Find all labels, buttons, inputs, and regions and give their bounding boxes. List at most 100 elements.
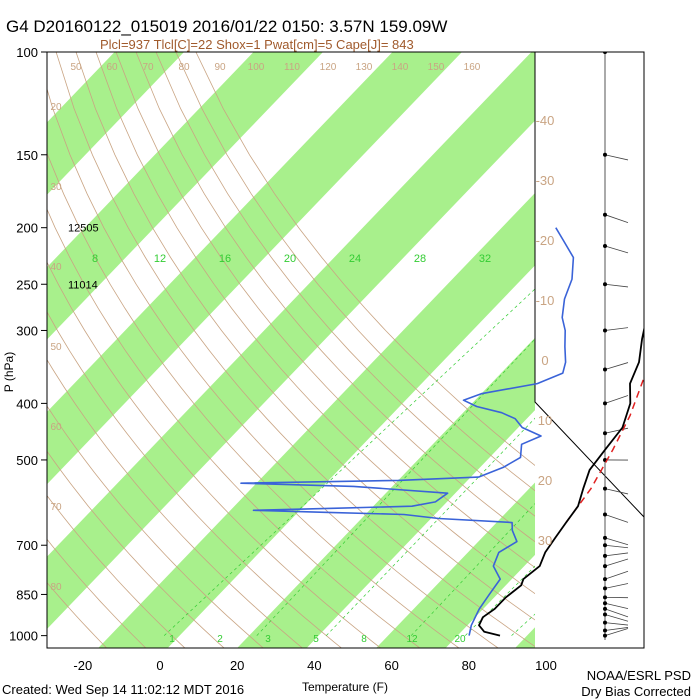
wind-barb-dot [603,633,607,638]
wind-barb [604,214,629,223]
wind-barb-dot [603,620,607,625]
credit-line-1: NOAA/ESRL PSD [587,668,691,683]
wind-barb-dot [603,282,607,287]
adiabat-label-top: 150 [428,62,445,73]
wind-barb [604,537,629,546]
barb-panel-background [535,52,644,648]
adiabat-label-top: 50 [70,62,82,73]
dry-adiabat-line [47,151,460,648]
x-tick-label: 0 [156,658,163,673]
wind-barb [604,362,629,370]
dry-adiabat-line [47,208,421,648]
mixing-ratio-line [163,283,541,636]
x-axis-label: Temperature (F) [302,680,388,694]
mixing-ratio-label-bottom: 20 [454,634,466,645]
mixing-ratio-label-bottom: 12 [406,634,418,645]
wind-barb [604,283,629,288]
wind-barb-dot [603,586,607,591]
dry-adiabat-line [47,582,107,648]
x-tick-label: 100 [535,658,557,673]
dry-adiabat-line [47,450,225,648]
plot-frame [46,51,645,649]
x-tick-label: -20 [73,658,92,673]
dry-adiabat-line [47,311,342,648]
wind-barb-dot [603,612,607,617]
wind-barb [604,602,629,609]
adiabat-label-top: 160 [464,62,481,73]
parcel-profile-line [565,375,644,523]
y-tick-label: 850 [16,587,38,602]
adiabat-label-top: 100 [248,62,265,73]
adiabat-label-top: 60 [106,62,118,73]
adiabat-label-left: 50 [50,342,62,353]
adiabat-label-left: 40 [50,262,62,273]
wind-barb-dot [603,577,607,582]
wind-barb [604,608,629,618]
isotherm-label-C: -40 [536,113,555,128]
wind-barb-dot [603,595,607,600]
dry-adiabat-line [47,261,381,648]
dry-adiabat-line [47,358,303,648]
mixing-ratio-label-top: 24 [349,253,361,265]
wind-barb-dot [603,367,607,372]
mixing-ratio-label-bottom: 2 [217,634,223,645]
isotherm-label-C: -20 [536,233,555,248]
dry-adiabat-line [47,494,186,648]
x-tick-label: 20 [230,658,244,673]
mixing-ratio-label-bottom: 5 [313,634,319,645]
adiabat-label-top: 130 [356,62,373,73]
adiabat-label-left: 70 [50,502,62,513]
mixing-ratio-label-bottom: 3 [265,634,271,645]
x-tick-label: 40 [307,658,321,673]
mixing-ratio-line [256,284,587,636]
wind-barb [604,427,629,434]
wind-barb [604,245,629,254]
wind-barb-dot [603,431,607,436]
wind-barb [604,552,629,557]
isotherm-band [237,224,644,648]
mixing-ratio-label-top: 28 [414,253,426,265]
wind-barb-panel [534,52,644,648]
isotherm-label-C: 10 [538,413,552,428]
y-axis-label: P (hPa) [2,352,16,392]
wind-barb [604,544,629,549]
wind-barb [604,614,629,622]
adiabat-label-top: 90 [214,62,226,73]
wind-barb [604,488,629,495]
x-tick-label: 80 [462,658,476,673]
isotherm-band [47,52,323,340]
isotherm-label-C: 0 [541,353,548,368]
wind-barb [604,583,629,589]
mixing-ratio-label-top: 12 [154,253,166,265]
y-tick-label: 400 [16,396,38,411]
adiabat-label-left: 80 [50,582,62,593]
wind-barb [604,327,629,331]
wind-barb [604,514,629,523]
dry-adiabat-line [155,52,644,594]
height-label: 11014 [68,279,98,291]
y-tick-label: 250 [16,277,38,292]
dry-adiabat-line [55,52,538,648]
wind-barb-dot [603,535,607,540]
chart-title: G4 D20160122_015019 2016/01/22 0150: 3.5… [6,17,447,36]
adiabat-label-left: 30 [50,182,62,193]
credit-line-2: Dry Bias Corrected [581,684,691,699]
isotherm-band [98,79,644,648]
wind-barb-dot [603,564,607,569]
dry-adiabat-line [75,52,577,648]
y-tick-label: 1000 [9,629,38,644]
mixing-ratio-label-top: 20 [284,253,296,265]
adiabat-label-top: 120 [320,62,337,73]
wind-barb-dot [603,512,607,517]
temperature-profile-line [478,325,644,637]
height-label: 12505 [68,223,99,235]
wind-barb-dot [603,486,607,491]
isotherm-band [376,369,644,648]
barb-panel-outline [534,52,644,518]
isotherm-label-C: -10 [536,293,555,308]
wind-barb-dot [603,152,607,157]
x-tick-label: 60 [384,658,398,673]
adiabat-label-top: 80 [178,62,190,73]
